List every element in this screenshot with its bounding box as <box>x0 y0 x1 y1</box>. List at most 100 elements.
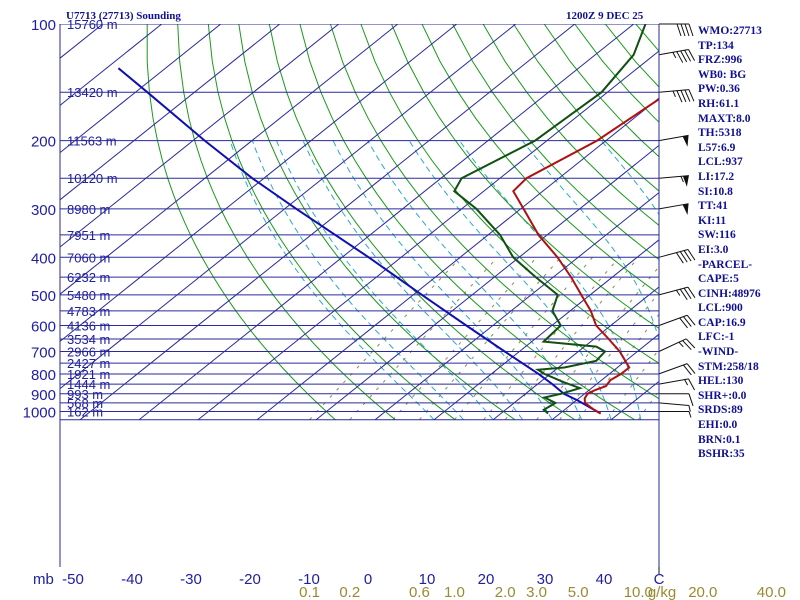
pressure-tick-label: 700 <box>31 344 56 361</box>
isotherm-line <box>433 239 659 421</box>
indices-panel: WMO:27713 TP:134 FRZ:996 WB0: BG PW:0.36 RH:6… <box>698 24 798 462</box>
moist-adiabat <box>408 140 612 420</box>
dry-adiabat <box>238 24 516 421</box>
index-line: STM:258/18 <box>698 360 759 373</box>
index-line: TH:5318 <box>698 127 742 140</box>
index-line: -WIND- <box>698 346 739 359</box>
pressure-tick-label: 100 <box>31 17 56 34</box>
height-label: 993 m <box>67 387 103 402</box>
pressure-tick-label: 300 <box>31 202 56 219</box>
wind-barb <box>659 393 694 406</box>
height-label: 8980 m <box>67 202 110 217</box>
sounding-profiles <box>117 24 659 415</box>
height-label: 2966 m <box>67 344 110 359</box>
wind-barb <box>658 134 689 147</box>
temperature-tick-label: 30 <box>537 571 554 588</box>
mixing-ratio-tick-label: 2.0 <box>495 584 516 600</box>
mixing-ratio-tick-label: 5.0 <box>568 584 589 600</box>
temperature-tick-label: -10 <box>298 571 320 588</box>
temperature-tick-label: 20 <box>478 571 495 588</box>
mixing-ratio-tick-label: 0.2 <box>339 584 360 600</box>
temperature-tick-label: -50 <box>62 571 84 588</box>
pressure-tick-label: 900 <box>31 387 56 404</box>
isotherm-line <box>60 24 517 390</box>
index-line: SI:10.8 <box>698 185 733 198</box>
height-label: 7060 m <box>67 250 110 265</box>
mixing-ratio-tick-label: 20.0 <box>688 584 717 600</box>
index-line: FRZ:996 <box>698 54 743 67</box>
index-line: KI:11 <box>698 214 727 227</box>
index-line: LFC:-1 <box>698 331 735 344</box>
pressure-tick-label: 600 <box>31 319 56 336</box>
index-line: LCL:900 <box>698 302 743 315</box>
isotherm-line <box>197 50 659 421</box>
isotherm-line <box>60 24 458 343</box>
index-line: HEL:130 <box>698 375 744 388</box>
temperature-tick-label: 40 <box>596 571 613 588</box>
moist-adiabat <box>367 140 583 420</box>
height-label: 13420 m <box>67 85 118 100</box>
isotherm-line <box>492 286 659 421</box>
height-label: 7951 m <box>67 228 110 243</box>
index-line: RH:61.1 <box>698 97 740 110</box>
dry-adiabat <box>513 24 659 192</box>
wind-barb <box>658 314 696 329</box>
isotherm-line <box>374 191 659 421</box>
index-line: CINH:48976 <box>698 287 761 300</box>
wind-barb <box>659 411 692 418</box>
temperature-unit-label: C <box>654 571 665 588</box>
index-line: LI:17.2 <box>698 170 735 183</box>
mixing-ratio-tick-label: 40.0 <box>757 584 786 600</box>
index-line: L57:6.9 <box>698 141 736 154</box>
isobars <box>60 24 659 421</box>
isotherm-line <box>60 24 340 248</box>
mixing-ratio-tick-label: 0.6 <box>409 584 430 600</box>
index-line: BSHR:35 <box>698 448 745 461</box>
mixing-ratio-line <box>606 348 659 421</box>
height-label: 6232 m <box>67 270 110 285</box>
index-line: -PARCEL- <box>698 258 753 271</box>
index-line: EHI:0.0 <box>698 419 738 432</box>
height-label: 5480 m <box>67 288 110 303</box>
wind-barb <box>658 378 696 391</box>
index-line: CAP:16.9 <box>698 316 746 329</box>
isotherm-line <box>138 24 635 421</box>
dry-adiabat <box>207 24 456 421</box>
mixing-ratio-line <box>392 256 538 421</box>
height-label: 3534 m <box>67 332 110 347</box>
pressure-unit-label: mb <box>33 571 54 588</box>
dry-adiabat <box>391 24 659 330</box>
height-label: 4136 m <box>67 319 110 334</box>
isotherm-line <box>315 144 659 421</box>
parcel-trace <box>117 67 602 415</box>
mixing-ratio-tick-label: 3.0 <box>526 584 547 600</box>
mixing-ratio-line <box>637 389 659 420</box>
isotherm-line <box>60 24 281 201</box>
pressure-tick-label: 500 <box>31 288 56 305</box>
valid-time: 1200Z 9 DEC 25 <box>566 10 644 22</box>
isotherm-line <box>60 24 222 154</box>
moist-adiabat <box>459 140 642 420</box>
height-label: 10120 m <box>67 171 118 186</box>
wind-barb <box>658 203 689 216</box>
wind-barb <box>658 338 696 352</box>
mixing-ratio-tick-label: 0.1 <box>299 584 320 600</box>
index-line: SW:116 <box>698 229 736 242</box>
isotherm-line <box>60 24 163 107</box>
wind-barb <box>658 48 696 63</box>
index-line: PW:0.36 <box>698 83 740 96</box>
moist-adiabat <box>332 140 553 420</box>
pressure-tick-label: 400 <box>31 250 56 267</box>
isotherms <box>60 24 659 421</box>
height-label: 1921 m <box>67 367 110 382</box>
moist-adiabat <box>276 140 494 421</box>
mixing-ratio-line <box>504 256 639 421</box>
mixing-ratio-line <box>419 256 562 421</box>
index-line: MAXT:8.0 <box>698 112 751 125</box>
temperature-trace <box>512 97 659 415</box>
isotherm-line <box>551 333 659 421</box>
wind-barb <box>658 363 696 376</box>
dry-adiabat <box>329 24 659 400</box>
mixing-ratio-tick-label: 10.0 <box>624 584 653 600</box>
